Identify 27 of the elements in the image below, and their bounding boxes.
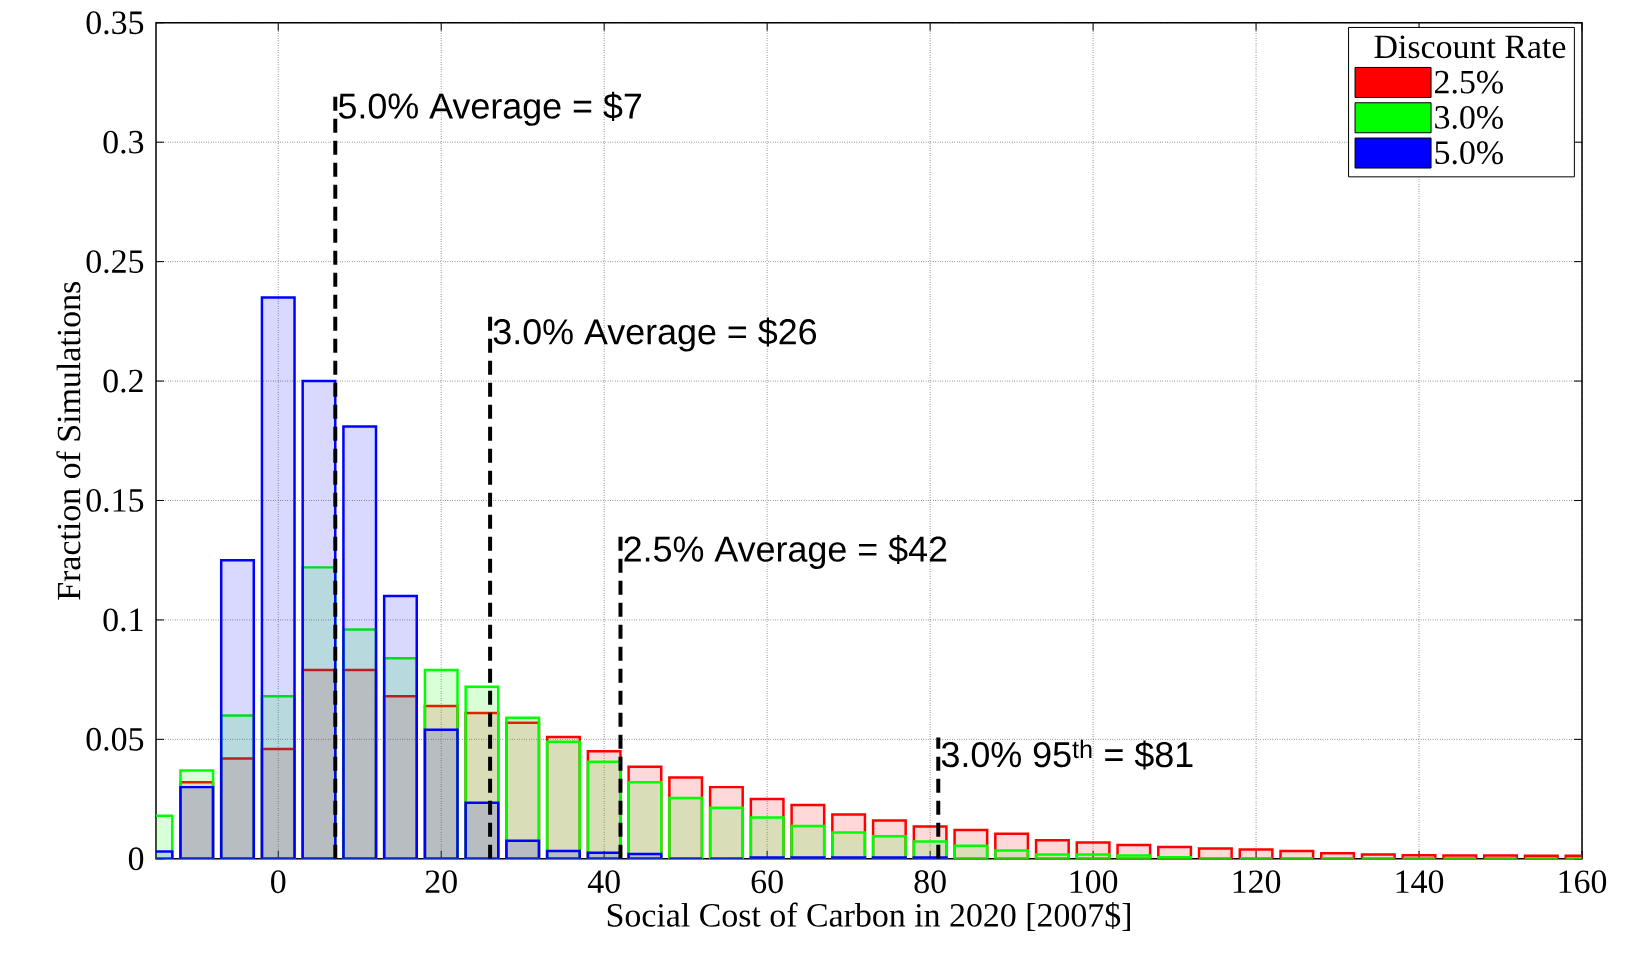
legend-label: 2.5% (1435, 70, 1503, 94)
y-tick-label: 0.05 (86, 727, 144, 751)
y-tick-label: 0.35 (86, 11, 144, 35)
x-tick-label: 80 (914, 870, 946, 894)
legend-label: 3.0% (1435, 106, 1503, 130)
x-tick-label: 100 (1070, 870, 1118, 894)
legend-label: 5.0% (1435, 141, 1503, 165)
y-tick-label: 0.1 (103, 608, 143, 632)
ref-line-label: 3.0% Average = $26 (493, 317, 817, 352)
x-tick-label: 40 (587, 870, 620, 894)
x-tick-label: 160 (1559, 870, 1607, 894)
x-tick-label: 140 (1396, 870, 1444, 894)
y-tick-label: 0.3 (103, 130, 144, 154)
x-tick-label: 120 (1233, 870, 1281, 894)
ref-line-label: 2.5% Average = $42 (624, 535, 947, 570)
x-tick-label: 60 (751, 870, 783, 894)
y-tick-label: 0 (128, 847, 144, 871)
x-tick-label: 0 (271, 870, 286, 894)
x-tick-label: 20 (425, 870, 457, 894)
y-tick-label: 0.15 (86, 489, 144, 513)
legend-title: Discount Rate (1374, 35, 1566, 59)
ref-line-label: 5.0% Average = $7 (338, 91, 642, 126)
y-tick-label: 0.2 (103, 369, 143, 393)
x-axis-title: Social Cost of Carbon in 2020 [2007$] (607, 902, 1130, 932)
y-axis-title: Fraction of Simulations (56, 282, 81, 600)
y-tick-label: 0.25 (86, 250, 144, 274)
ref-line-label: 3.0% 95$^{th}$ = $81 (941, 739, 1193, 770)
